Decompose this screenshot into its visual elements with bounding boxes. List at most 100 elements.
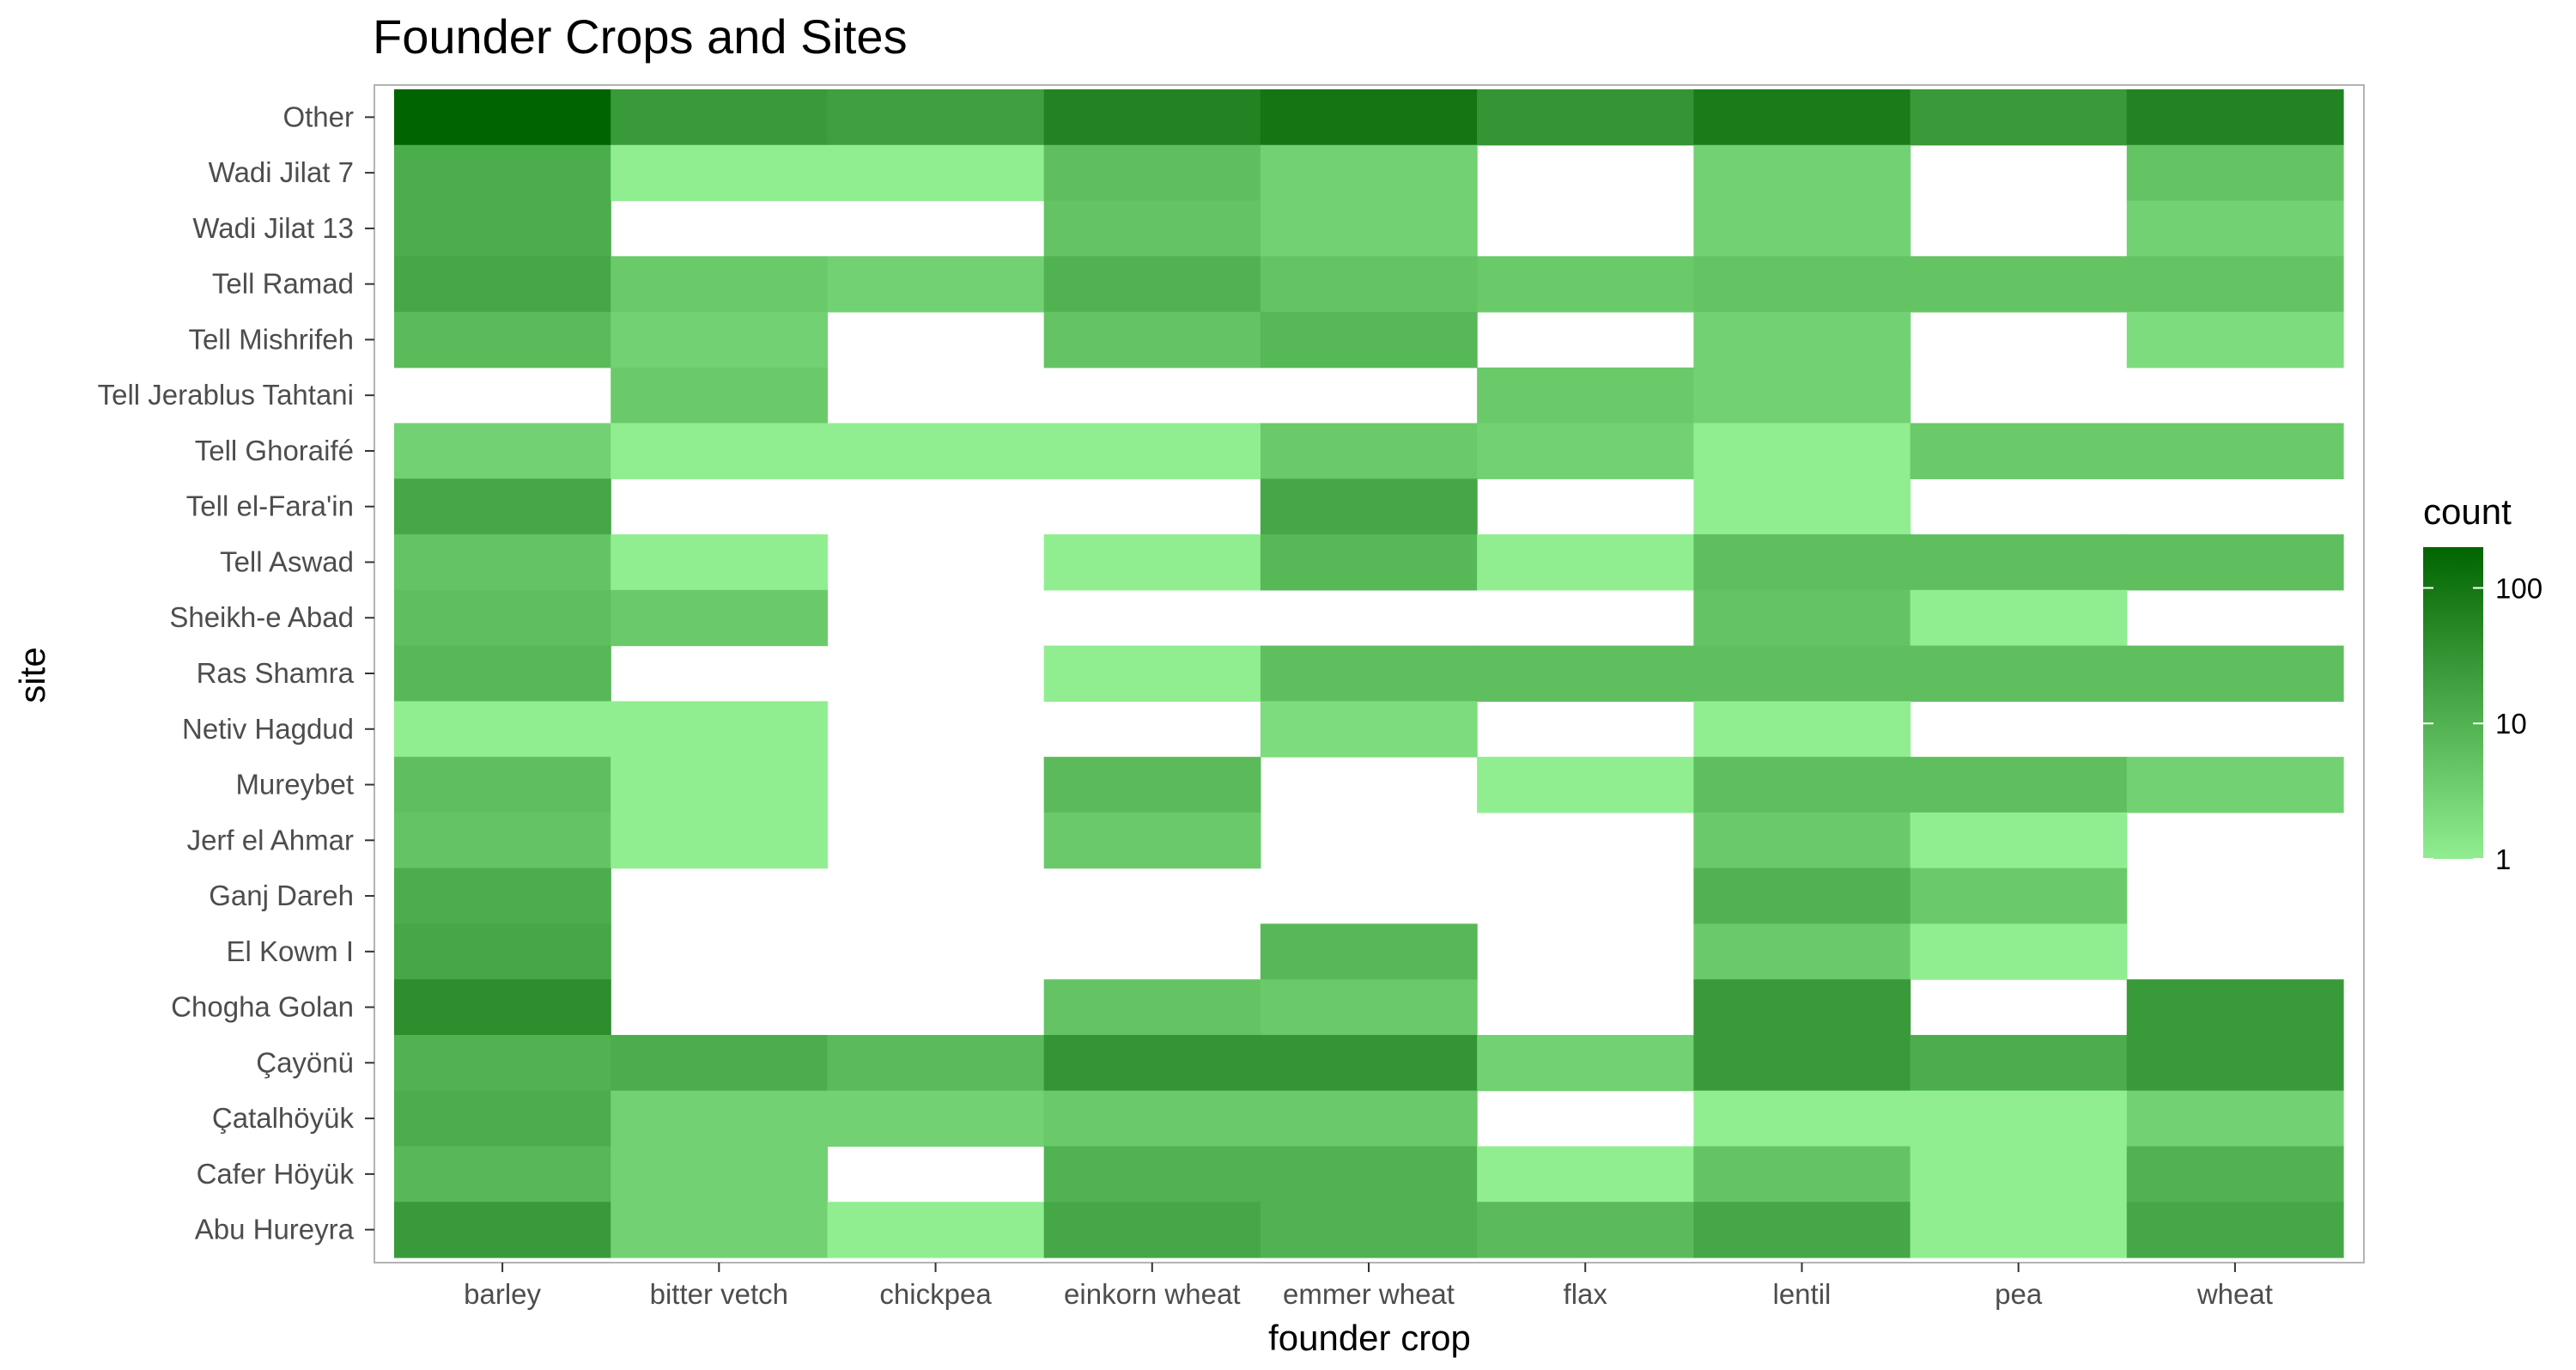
heatmap-cell	[1477, 534, 1694, 591]
x-tick-label: pea	[1995, 1278, 2043, 1310]
heatmap-cell	[394, 312, 611, 368]
heatmap-cell	[1043, 200, 1261, 257]
heatmap-cell	[827, 256, 1045, 313]
heatmap-cell	[611, 534, 829, 591]
heatmap-cell	[1260, 478, 1478, 535]
y-tick-label: Netiv Hagdud	[182, 713, 354, 745]
heatmap-cell	[611, 89, 829, 146]
heatmap-cell	[1910, 1202, 2128, 1258]
x-tick-label: emmer wheat	[1283, 1278, 1455, 1310]
heatmap-cell	[1693, 367, 1911, 424]
y-tick-label: Wadi Jilat 13	[192, 212, 354, 244]
y-tick-label: Ganj Dareh	[209, 880, 354, 911]
y-tick-label: Çayönü	[256, 1046, 354, 1078]
heatmap-cell	[1693, 1202, 1911, 1258]
y-tick-label: Tell Mishrifeh	[188, 323, 354, 355]
x-tick-label: barley	[464, 1278, 541, 1310]
heatmap-cell	[1693, 423, 1911, 479]
heatmap-cell	[1043, 757, 1261, 813]
heatmap-cell	[394, 979, 611, 1036]
heatmap-cell	[1043, 1202, 1261, 1258]
heatmap-cell	[1910, 812, 2128, 869]
heatmap-cell	[611, 701, 829, 758]
heatmap-cell	[1693, 256, 1911, 313]
heatmap-cell	[2126, 144, 2344, 202]
heatmap-cell	[611, 312, 829, 368]
heatmap-cell	[1260, 256, 1478, 313]
heatmap-cell	[1910, 89, 2128, 146]
heatmap-cell	[394, 923, 611, 980]
heatmap-cell	[1910, 923, 2128, 980]
heatmap-cell	[611, 144, 829, 202]
y-tick-label: Tell Ramad	[212, 268, 354, 300]
heatmap-cell	[394, 1146, 611, 1203]
heatmap-cells	[394, 89, 2344, 1258]
heatmap-cell	[1043, 1090, 1261, 1148]
heatmap-cell	[1693, 144, 1911, 202]
y-tick-label: Ras Shamra	[197, 657, 355, 689]
heatmap-cell	[1043, 256, 1261, 313]
heatmap-cell	[1693, 1090, 1911, 1148]
heatmap-cell	[394, 868, 611, 925]
heatmap-cell	[1260, 1202, 1478, 1258]
y-tick-label: Cafer Höyük	[197, 1158, 355, 1190]
heatmap-cell	[1477, 645, 1694, 702]
heatmap-cell	[611, 256, 829, 313]
heatmap-cell	[1910, 1146, 2128, 1203]
heatmap-cell	[2126, 1034, 2344, 1092]
legend-title: count	[2423, 491, 2512, 532]
heatmap-cell	[827, 423, 1045, 479]
heatmap-cell	[1910, 757, 2128, 813]
heatmap-cell	[611, 1146, 829, 1203]
heatmap-cell	[1693, 757, 1911, 813]
heatmap-cell	[611, 367, 829, 424]
heatmap-cell	[611, 589, 829, 647]
y-tick-label: Mureybet	[235, 769, 354, 801]
heatmap-cell	[1693, 589, 1911, 647]
y-tick-label: Chogha Golan	[171, 991, 354, 1023]
x-tick-label: chickpea	[879, 1278, 992, 1310]
x-tick-label: bitter vetch	[650, 1278, 788, 1310]
heatmap-cell	[1693, 812, 1911, 869]
y-tick-label: Tell el-Fara'in	[186, 490, 354, 522]
heatmap-cell	[394, 701, 611, 758]
y-tick-label: El Kowm I	[226, 935, 354, 967]
y-axis-ticks: Other Wadi Jilat 7 Wadi Jilat 13 Tell Ramad…	[98, 100, 374, 1245]
heatmap-cell	[394, 200, 611, 257]
heatmap-cell	[2126, 534, 2344, 591]
heatmap-cell	[394, 89, 611, 146]
heatmap-cell	[1693, 200, 1911, 257]
heatmap-cell	[2126, 757, 2344, 813]
heatmap-cell	[1910, 1090, 2128, 1148]
x-axis-title: founder crop	[1268, 1318, 1471, 1358]
y-tick-label: Çatalhöyük	[212, 1102, 355, 1134]
y-tick-label: Tell Jerablus Tahtani	[98, 379, 354, 411]
heatmap-cell	[611, 757, 829, 813]
y-tick-label: Abu Hureyra	[195, 1214, 355, 1245]
heatmap-cell	[394, 757, 611, 813]
x-tick-label: wheat	[2196, 1278, 2273, 1310]
heatmap-cell	[827, 144, 1045, 202]
heatmap-cell	[1043, 534, 1261, 591]
legend-tick-label: 1	[2495, 843, 2511, 875]
heatmap-cell	[1693, 979, 1911, 1036]
heatmap-cell	[394, 534, 611, 591]
heatmap-cell	[1910, 589, 2128, 647]
heatmap-cell	[611, 423, 829, 479]
y-tick-label: Tell Ghoraifé	[195, 435, 354, 466]
heatmap-cell	[1693, 923, 1911, 980]
heatmap-cell	[1043, 645, 1261, 702]
heatmap-cell	[1260, 645, 1478, 702]
heatmap-cell	[394, 1034, 611, 1092]
heatmap-cell	[394, 478, 611, 535]
x-tick-label: lentil	[1773, 1278, 1832, 1310]
heatmap-cell	[611, 1090, 829, 1148]
heatmap-cell	[1477, 423, 1694, 479]
heatmap-cell	[2126, 200, 2344, 257]
y-tick-label: Other	[283, 100, 354, 132]
legend-tick-label: 10	[2495, 708, 2527, 740]
legend-ticks: 1 10 100	[2423, 572, 2543, 875]
heatmap-cell	[1693, 534, 1911, 591]
heatmap-cell	[1260, 423, 1478, 479]
heatmap-cell	[827, 1034, 1045, 1092]
